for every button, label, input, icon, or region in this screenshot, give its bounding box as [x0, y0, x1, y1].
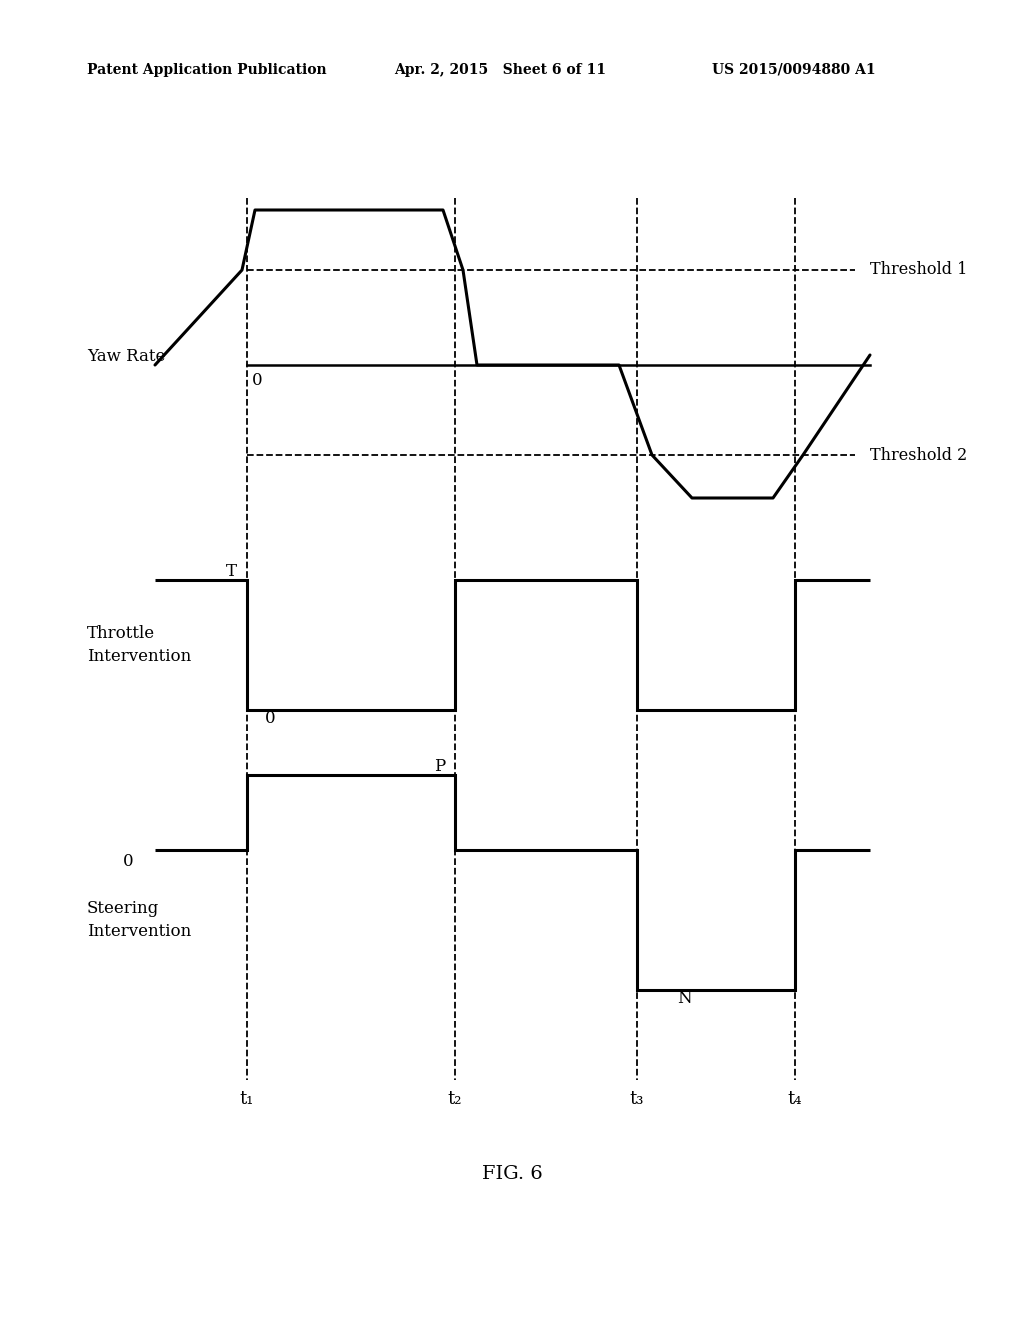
Text: t₄: t₄ — [787, 1090, 802, 1107]
Text: T: T — [226, 564, 237, 579]
Text: Patent Application Publication: Patent Application Publication — [87, 63, 327, 77]
Text: Threshold 1: Threshold 1 — [870, 261, 968, 279]
Text: P: P — [434, 758, 445, 775]
Text: Apr. 2, 2015   Sheet 6 of 11: Apr. 2, 2015 Sheet 6 of 11 — [394, 63, 606, 77]
Text: Steering
Intervention: Steering Intervention — [87, 900, 191, 940]
Text: 0: 0 — [123, 853, 133, 870]
Text: 0: 0 — [265, 710, 275, 727]
Text: N: N — [677, 990, 691, 1007]
Text: US 2015/0094880 A1: US 2015/0094880 A1 — [712, 63, 876, 77]
Text: FIG. 6: FIG. 6 — [481, 1166, 543, 1183]
Text: Yaw Rate: Yaw Rate — [87, 348, 166, 366]
Text: Threshold 2: Threshold 2 — [870, 446, 968, 463]
Text: t₂: t₂ — [447, 1090, 462, 1107]
Text: t₃: t₃ — [630, 1090, 644, 1107]
Text: t₁: t₁ — [240, 1090, 254, 1107]
Text: Throttle
Intervention: Throttle Intervention — [87, 626, 191, 664]
Text: 0: 0 — [252, 372, 263, 388]
